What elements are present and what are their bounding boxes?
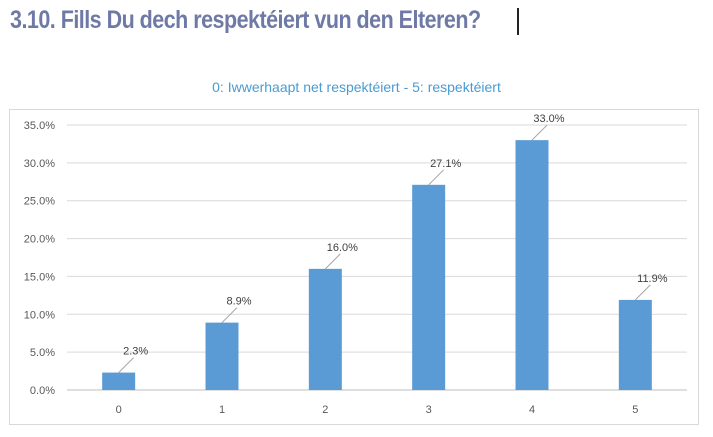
x-axis-ticks: 0 1 2 3 4 5 xyxy=(116,404,639,416)
y-tick-label: 10.0% xyxy=(24,309,55,321)
leader-line xyxy=(118,357,135,373)
page-title: 3.10. Fills Du dech respektéiert vun den… xyxy=(10,6,481,34)
data-label: 11.9% xyxy=(637,273,668,285)
x-tick-label: 1 xyxy=(219,404,225,416)
data-label: 8.9% xyxy=(226,296,251,308)
y-tick-label: 15.0% xyxy=(24,271,55,283)
y-tick-label: 5.0% xyxy=(30,347,55,359)
gridlines xyxy=(67,124,687,391)
x-tick-label: 0 xyxy=(116,404,122,416)
bar xyxy=(205,322,239,390)
y-tick-label: 25.0% xyxy=(24,196,55,208)
bar xyxy=(308,268,342,390)
y-tick-label: 35.0% xyxy=(24,120,55,132)
x-tick-label: 5 xyxy=(632,404,638,416)
x-tick-label: 3 xyxy=(426,404,432,416)
x-tick-label: 4 xyxy=(529,404,535,416)
y-tick-label: 20.0% xyxy=(24,234,55,246)
data-label: 16.0% xyxy=(327,242,358,254)
leader-line xyxy=(531,124,548,141)
leader-line xyxy=(221,307,238,323)
data-label: 2.3% xyxy=(123,346,148,358)
data-label: 27.1% xyxy=(430,158,461,170)
x-tick-label: 2 xyxy=(322,404,328,416)
leader-line xyxy=(428,169,445,186)
y-tick-label: 30.0% xyxy=(24,158,55,170)
y-axis-ticks: 0.0% 5.0% 10.0% 15.0% 20.0% 25.0% 30.0% 35.0% xyxy=(24,120,55,397)
leader-lines xyxy=(118,124,651,373)
chart-title: 0: Iwwerhaapt net respektéiert - 5: resp… xyxy=(212,79,501,95)
bar xyxy=(102,372,136,390)
bars xyxy=(102,140,652,390)
data-label: 33.0% xyxy=(533,113,564,125)
data-labels: 2.3% 8.9% 16.0% 27.1% 33.0% 11.9% xyxy=(123,113,668,357)
y-tick-label: 0.0% xyxy=(30,385,55,397)
leader-line xyxy=(634,284,651,301)
chart-frame xyxy=(9,109,699,425)
bar xyxy=(618,299,652,390)
leader-line xyxy=(324,253,341,270)
text-cursor xyxy=(517,8,519,35)
bar xyxy=(412,184,446,390)
bar xyxy=(515,140,549,390)
